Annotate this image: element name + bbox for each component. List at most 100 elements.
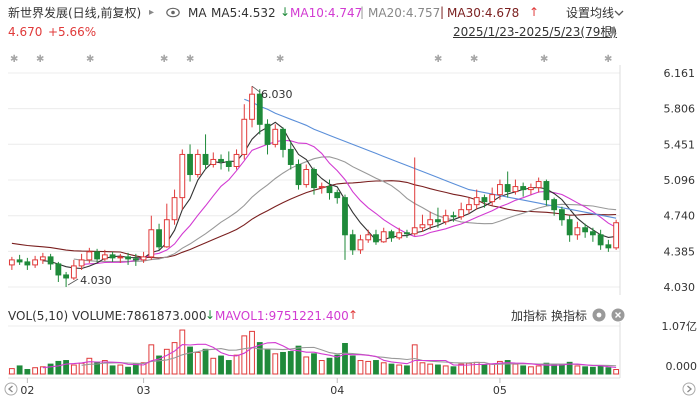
volume-bar	[280, 351, 286, 375]
volume-bar	[303, 356, 310, 375]
ma-label: MA	[188, 6, 207, 20]
volume-bars	[8, 329, 620, 375]
candle-body	[8, 259, 15, 266]
candle-body	[613, 222, 620, 249]
price-tick-label: 4.385	[664, 245, 696, 258]
candle-body	[225, 160, 232, 167]
candle-body	[504, 184, 511, 193]
expand-button[interactable]: ▸	[149, 7, 155, 18]
candle-body	[481, 197, 488, 203]
volume-bar	[194, 351, 201, 375]
scroll-right-icon[interactable]	[682, 382, 696, 396]
star-marker-icon: ✱	[604, 54, 612, 65]
volume-bar	[70, 364, 77, 375]
candle-body	[32, 259, 39, 266]
vol-label: VOL(5,10)	[8, 309, 69, 323]
date-tick-label: 04	[330, 384, 344, 397]
candle-body	[326, 186, 333, 194]
low-pointer	[67, 278, 79, 286]
star-marker-icon: ✱	[160, 54, 168, 65]
volume-bar	[295, 345, 302, 375]
volume-bar	[435, 364, 441, 375]
volume-bar	[326, 357, 333, 375]
volume-bar	[458, 363, 465, 375]
gear-icon[interactable]	[592, 308, 606, 322]
candle-body	[101, 254, 108, 260]
candle-body	[458, 209, 465, 218]
candle-body	[311, 169, 317, 189]
volume-bar	[528, 366, 534, 375]
volume-bar	[589, 366, 596, 375]
candle-body	[249, 93, 255, 120]
switch-indicator-button[interactable]: 换指标	[551, 309, 588, 323]
candlesticks	[8, 86, 620, 287]
volume-bar	[388, 363, 395, 375]
volume-bar	[520, 365, 527, 375]
volume-bar	[32, 367, 39, 375]
volume-bar	[334, 354, 341, 375]
candle-body	[442, 215, 449, 223]
candle-body	[535, 181, 542, 189]
candle-body	[63, 274, 70, 279]
ma20-separator: |	[360, 5, 365, 19]
ma-settings-button[interactable]: 设置均线	[566, 6, 615, 20]
date-axis: 02 03 04 05	[8, 377, 620, 397]
candle-body	[582, 227, 589, 233]
scroll-left-icon[interactable]	[4, 382, 18, 396]
candle-body	[605, 244, 612, 249]
volume-bar	[179, 329, 186, 375]
candle-body	[287, 148, 294, 165]
chevron-down-icon[interactable]	[614, 10, 624, 16]
volume-bar	[287, 351, 294, 375]
volume-bar	[605, 367, 612, 375]
volume-tick-label: 1.07亿	[662, 320, 698, 333]
volume-bar	[419, 362, 426, 375]
candle-body	[39, 256, 46, 261]
volume-bar	[140, 362, 147, 375]
candle-body	[55, 263, 62, 276]
ma10-line	[81, 139, 617, 266]
volume-bar	[156, 355, 162, 375]
candle-body	[497, 184, 503, 196]
arrow-down-icon: ↓	[280, 5, 291, 19]
candle-body	[342, 197, 348, 236]
volume-bar	[357, 360, 364, 375]
ma60-line	[244, 98, 617, 219]
volume-tick-label: 0.000	[666, 360, 698, 373]
candle-body	[24, 261, 31, 266]
candle-body	[435, 219, 441, 223]
volume-bar	[365, 360, 372, 375]
eye-icon[interactable]	[166, 7, 180, 18]
high-pointer	[251, 85, 261, 93]
volume-bar	[256, 342, 263, 375]
close-icon[interactable]	[611, 308, 625, 322]
price-annotations: 6.030 4.030	[67, 85, 293, 287]
event-markers: ✱ ✱ ✱ ✱ ✱ ✱ ✱ ✱ ✱ ✱	[10, 54, 612, 65]
candle-body	[94, 251, 100, 260]
volume-bar	[373, 360, 379, 375]
volume-bar	[349, 355, 356, 375]
candle-body	[109, 254, 116, 259]
candle-body	[512, 186, 519, 193]
candle-body	[404, 232, 410, 235]
volume-value: VOLUME:7861873.000	[72, 309, 207, 323]
add-indicator-button[interactable]: 加指标	[511, 309, 548, 323]
date-range[interactable]: 2025/1/23-2025/5/23(79根)	[453, 25, 618, 39]
volume-bar	[218, 355, 224, 375]
price-axis: 6.161 5.806 5.451 5.096 4.740 4.385 4.030	[664, 67, 696, 294]
candle-body	[303, 169, 310, 186]
candle-body	[156, 229, 162, 248]
ma20-value: MA20:4.757	[368, 6, 441, 20]
volume-bar	[535, 365, 542, 375]
star-marker-icon: ✱	[540, 54, 548, 65]
pin-icon[interactable]	[606, 25, 620, 39]
candle-body	[551, 199, 558, 211]
candle-body	[388, 231, 395, 239]
volume-bar	[497, 360, 503, 375]
volume-bar	[574, 365, 581, 375]
candle-body	[132, 258, 139, 261]
volume-bar	[210, 357, 217, 375]
price-tick-label: 6.161	[664, 67, 696, 80]
volume-bar	[101, 360, 108, 375]
